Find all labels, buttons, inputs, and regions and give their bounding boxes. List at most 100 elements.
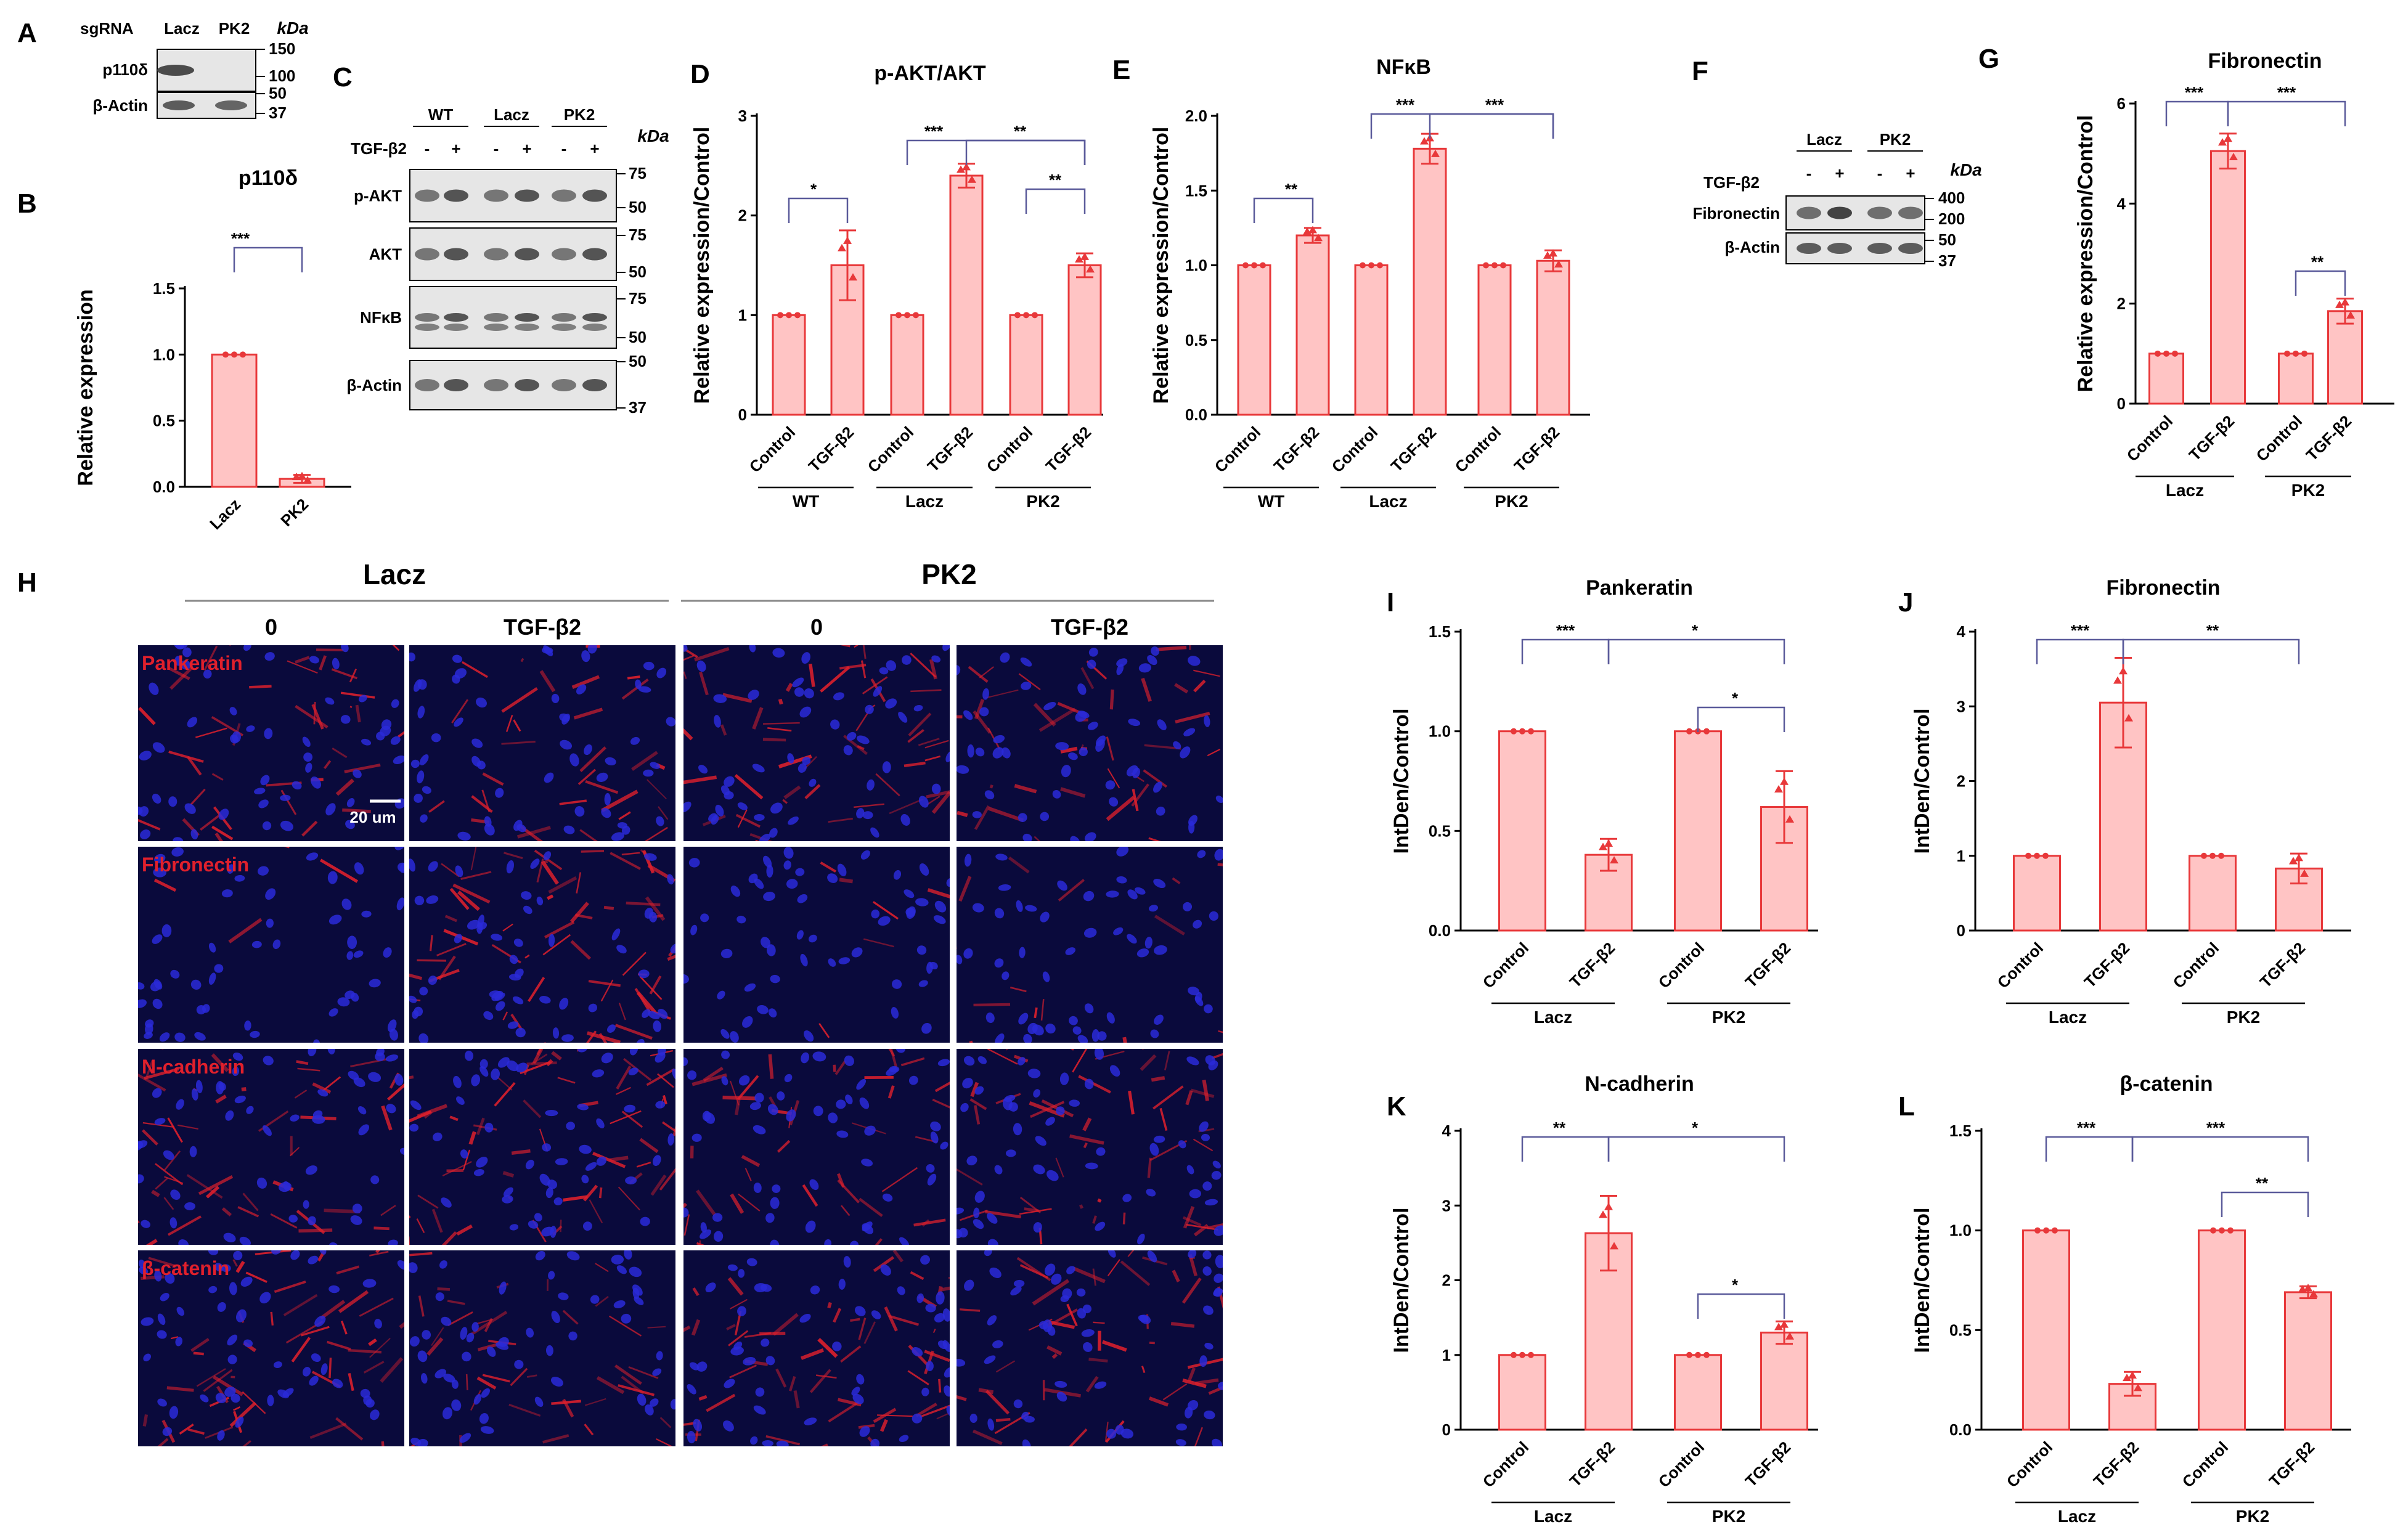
stain-stroke xyxy=(576,872,582,894)
stain-stroke xyxy=(728,1330,749,1346)
nucleus xyxy=(1038,1321,1048,1330)
significance-label-K: * xyxy=(1732,1276,1739,1294)
nucleus xyxy=(1002,971,1010,980)
nucleus xyxy=(808,934,817,943)
data-point-E xyxy=(1308,226,1317,234)
y-tick-label-L: 1.5 xyxy=(1949,1122,1972,1140)
stain-stroke xyxy=(1038,707,1076,732)
nucleus xyxy=(559,713,570,722)
nucleus xyxy=(632,1284,643,1296)
nucleus xyxy=(921,1387,929,1396)
category-label-E: Control xyxy=(1451,423,1505,476)
nucleus xyxy=(190,979,202,990)
nucleus xyxy=(998,884,1011,891)
nucleus xyxy=(994,958,1004,968)
stain-stroke xyxy=(1141,1366,1146,1374)
nucleus xyxy=(916,945,927,955)
stain-stroke xyxy=(889,798,924,815)
nucleus xyxy=(358,1124,370,1136)
nucleus xyxy=(1083,927,1097,938)
nucleus xyxy=(891,1007,899,1019)
data-point-K xyxy=(1703,1351,1710,1358)
nucleus xyxy=(141,1317,154,1326)
nucleus xyxy=(766,944,776,956)
stain-stroke xyxy=(1034,836,1042,842)
data-point-D xyxy=(904,312,910,319)
nucleus xyxy=(926,1164,935,1173)
y-axis-label-B: Relative expression xyxy=(74,289,97,486)
nucleus xyxy=(648,1011,660,1019)
nucleus xyxy=(1153,1135,1165,1143)
stain-stroke xyxy=(344,764,381,773)
nucleus xyxy=(1033,1222,1042,1233)
nucleus xyxy=(290,1114,300,1122)
marker-label: 37 xyxy=(629,398,647,417)
stain-stroke xyxy=(584,1398,606,1406)
nucleus xyxy=(563,825,575,834)
stain-stroke xyxy=(484,1318,493,1332)
nucleus xyxy=(648,911,657,923)
nucleus xyxy=(1138,1314,1149,1322)
stain-stroke xyxy=(211,1053,229,1072)
stain-stroke xyxy=(904,761,926,767)
nucleus xyxy=(273,1361,282,1369)
significance-label-E: ** xyxy=(1285,180,1298,198)
stain-stroke xyxy=(1193,1138,1214,1152)
significance-label-E: *** xyxy=(1485,96,1504,114)
nucleus xyxy=(581,650,590,662)
nucleus xyxy=(1154,1014,1164,1025)
stain-stroke xyxy=(186,1174,223,1199)
stain-stroke xyxy=(924,1350,950,1363)
nucleus xyxy=(1148,905,1159,912)
stain-stroke xyxy=(820,666,851,693)
nucleus xyxy=(611,1255,624,1265)
stain-stroke xyxy=(1187,1367,1196,1382)
stain-stroke xyxy=(682,775,717,784)
nucleus xyxy=(754,1093,764,1103)
stain-stroke xyxy=(839,878,853,884)
stain-stroke xyxy=(417,1194,439,1209)
stain-stroke xyxy=(995,1360,1016,1373)
micrograph-cell xyxy=(137,1249,406,1448)
nucleus xyxy=(772,1184,781,1193)
nucleus xyxy=(1013,1399,1023,1409)
significance-bracket-G xyxy=(2165,100,2229,126)
nucleus xyxy=(421,1373,428,1384)
bar-D xyxy=(890,314,924,416)
stain-stroke xyxy=(309,1422,347,1440)
nucleus xyxy=(724,1379,735,1388)
stain-stroke xyxy=(335,1417,364,1441)
nucleus xyxy=(1046,1170,1059,1181)
nucleus xyxy=(1056,1106,1065,1115)
stain-stroke xyxy=(1051,1353,1058,1359)
nucleus xyxy=(788,816,799,825)
stain-stroke xyxy=(447,1300,465,1305)
nucleus xyxy=(962,1078,973,1089)
nucleus xyxy=(1175,1439,1186,1446)
stain-stroke xyxy=(820,862,837,873)
nucleus xyxy=(506,860,514,874)
nucleus xyxy=(1205,1055,1216,1065)
treatment-label-C: TGF-β2 xyxy=(351,139,407,158)
nucleus xyxy=(251,940,262,948)
category-label-J: Control xyxy=(1994,939,2047,992)
nucleus xyxy=(1066,1266,1075,1274)
nucleus xyxy=(479,1065,489,1077)
stain-stroke xyxy=(1182,1378,1207,1388)
stain-stroke xyxy=(319,1300,346,1320)
data-point-E xyxy=(1314,234,1323,242)
nucleus xyxy=(1077,1308,1086,1319)
stain-stroke xyxy=(934,1081,951,1093)
data-point-J xyxy=(2300,869,2309,877)
stain-stroke xyxy=(827,1302,832,1309)
bar-K xyxy=(1674,1354,1722,1431)
stain-stroke xyxy=(363,1361,385,1374)
nucleus xyxy=(625,1176,637,1184)
stain-stroke xyxy=(626,902,661,906)
nucleus xyxy=(974,1086,984,1095)
stain-stroke xyxy=(1181,1277,1202,1304)
data-point-L xyxy=(2123,1374,2131,1382)
nucleus xyxy=(754,878,764,889)
